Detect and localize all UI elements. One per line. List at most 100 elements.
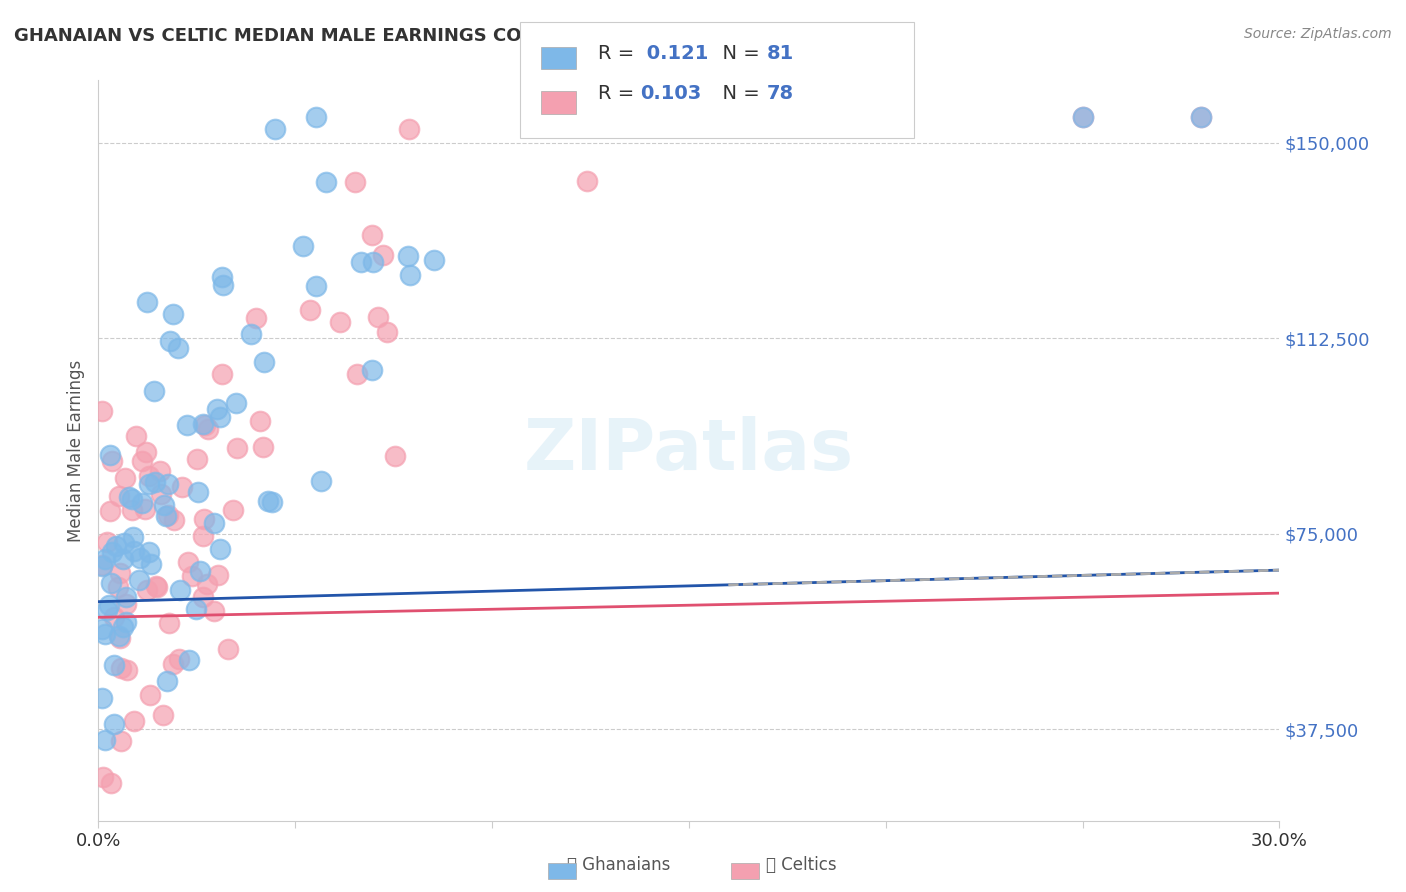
Point — [167, 341, 190, 355]
Point — [114, 471, 136, 485]
Point — [143, 475, 166, 490]
Point — [122, 544, 145, 558]
Point — [202, 516, 225, 531]
Point — [94, 551, 117, 566]
Point — [176, 418, 198, 433]
Point — [91, 690, 114, 705]
Point — [211, 270, 233, 285]
Point — [315, 175, 337, 189]
Point — [205, 401, 228, 416]
Point — [170, 480, 193, 494]
Point — [103, 610, 125, 624]
Point — [191, 590, 214, 604]
Point — [139, 557, 162, 571]
Point — [186, 601, 208, 615]
Text: ZIPatlas: ZIPatlas — [524, 416, 853, 485]
Point — [96, 534, 118, 549]
Point — [621, 110, 644, 124]
Point — [136, 583, 159, 598]
Point — [186, 451, 208, 466]
Point — [101, 454, 124, 468]
Point — [128, 573, 150, 587]
Point — [157, 477, 180, 491]
Point — [169, 582, 191, 597]
Point — [114, 597, 136, 611]
Point — [375, 325, 398, 339]
Text: 81: 81 — [766, 44, 793, 63]
Point — [685, 110, 707, 124]
Point — [367, 310, 389, 325]
Point — [384, 449, 406, 463]
Point — [240, 327, 263, 342]
Point — [128, 551, 150, 566]
Point — [568, 110, 591, 124]
Point — [191, 529, 214, 543]
Point — [155, 673, 177, 688]
Point — [91, 558, 114, 573]
Point — [121, 492, 143, 507]
Point — [343, 175, 366, 189]
Point — [576, 174, 599, 188]
Point — [91, 404, 114, 418]
Point — [91, 622, 114, 636]
Point — [396, 249, 419, 263]
Point — [264, 122, 287, 136]
Point — [191, 417, 214, 431]
Point — [108, 566, 131, 581]
Text: R =: R = — [598, 44, 640, 63]
Point — [91, 558, 114, 572]
Point — [131, 496, 153, 510]
Point — [329, 315, 352, 329]
Point — [112, 551, 135, 566]
Point — [94, 627, 117, 641]
Point — [260, 495, 283, 509]
Point — [197, 422, 219, 436]
Point — [617, 110, 640, 124]
Point — [202, 604, 225, 618]
Point — [111, 620, 134, 634]
Point — [145, 579, 167, 593]
Point — [207, 567, 229, 582]
Point — [252, 355, 274, 369]
Text: ⬜ Ghanaians: ⬜ Ghanaians — [567, 856, 671, 874]
Point — [100, 545, 122, 559]
Point — [110, 661, 132, 675]
Point — [211, 368, 233, 382]
Point — [115, 664, 138, 678]
Point — [1189, 110, 1212, 124]
Point — [650, 110, 672, 124]
Point — [208, 542, 231, 557]
Point — [644, 110, 666, 124]
Point — [138, 469, 160, 483]
Point — [138, 544, 160, 558]
Point — [142, 384, 165, 398]
Point — [103, 717, 125, 731]
Point — [193, 512, 215, 526]
Point — [105, 539, 128, 553]
Point — [139, 688, 162, 702]
Point — [157, 508, 180, 523]
Text: Source: ZipAtlas.com: Source: ZipAtlas.com — [1244, 27, 1392, 41]
Point — [245, 311, 267, 326]
Point — [181, 569, 204, 583]
Point — [98, 448, 121, 462]
Point — [305, 279, 328, 293]
Point — [121, 503, 143, 517]
Point — [361, 227, 384, 242]
Point — [252, 440, 274, 454]
Point — [422, 252, 444, 267]
Text: 0.121: 0.121 — [640, 44, 709, 63]
Point — [107, 580, 129, 594]
Point — [124, 429, 146, 443]
Text: R =: R = — [598, 84, 640, 103]
Point — [177, 653, 200, 667]
Point — [98, 599, 121, 613]
Point — [212, 277, 235, 292]
Point — [292, 239, 315, 253]
Point — [146, 580, 169, 594]
Point — [167, 652, 190, 666]
Point — [149, 464, 172, 478]
Text: 0.103: 0.103 — [640, 84, 702, 103]
Text: 78: 78 — [766, 84, 793, 103]
Point — [309, 475, 332, 489]
